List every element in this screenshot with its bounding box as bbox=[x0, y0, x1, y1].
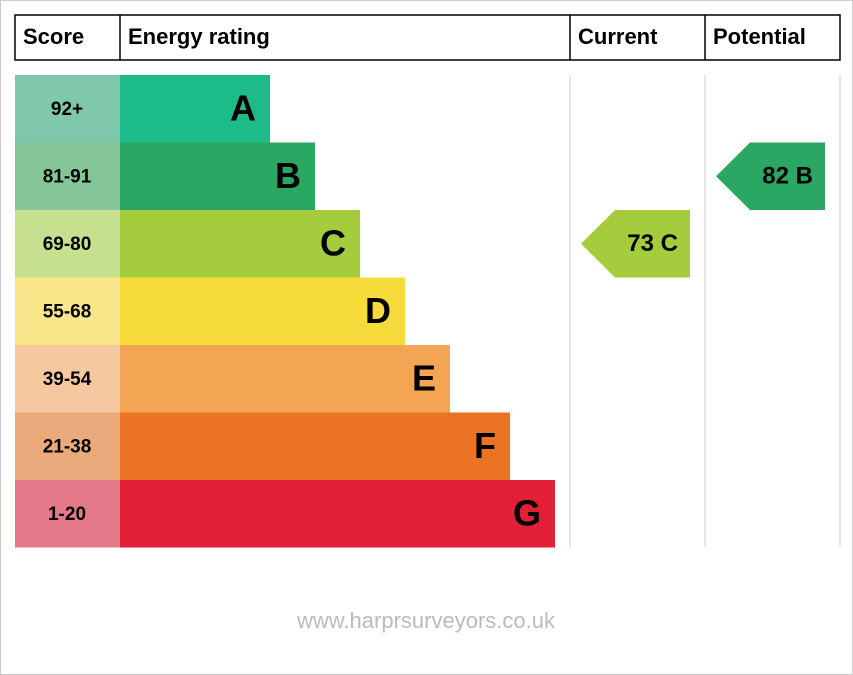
rating-letter: C bbox=[320, 222, 346, 263]
score-label: 39-54 bbox=[43, 369, 92, 390]
score-label: 81-91 bbox=[43, 166, 92, 187]
footer: www.harprsurveyors.co.uk bbox=[296, 608, 556, 633]
header-cell: Score bbox=[23, 24, 84, 49]
header-cell: Potential bbox=[713, 24, 806, 49]
score-cell bbox=[15, 345, 120, 413]
rating-bar bbox=[120, 277, 405, 345]
rating-letter: G bbox=[513, 492, 541, 533]
rating-letter: F bbox=[474, 425, 496, 466]
score-label: 55-68 bbox=[43, 301, 92, 322]
rating-letter: D bbox=[365, 290, 391, 331]
score-cell bbox=[15, 277, 120, 345]
rating-letter: E bbox=[412, 357, 436, 398]
header-cell: Energy rating bbox=[128, 24, 270, 49]
current-label: 73 C bbox=[627, 230, 678, 257]
score-label: 21-38 bbox=[43, 436, 92, 457]
score-label: 69-80 bbox=[43, 234, 92, 255]
potential-label: 82 B bbox=[762, 163, 813, 190]
potential-arrow bbox=[716, 142, 825, 210]
rating-bar bbox=[120, 142, 315, 210]
score-cell bbox=[15, 412, 120, 480]
rating-bar bbox=[120, 75, 270, 143]
score-cell bbox=[15, 75, 120, 143]
current-arrow bbox=[581, 210, 690, 278]
rating-bar bbox=[120, 412, 510, 480]
rating-letter: B bbox=[275, 155, 301, 196]
score-label: 92+ bbox=[51, 99, 83, 120]
rating-bar bbox=[120, 345, 450, 413]
header-box bbox=[14, 14, 841, 61]
header-cell: Current bbox=[578, 24, 658, 49]
score-label: 1-20 bbox=[48, 504, 86, 525]
rating-bar bbox=[120, 210, 360, 278]
score-cell bbox=[15, 210, 120, 278]
rating-bar bbox=[120, 480, 555, 548]
score-cell bbox=[15, 142, 120, 210]
score-cell bbox=[15, 480, 120, 548]
rating-letter: A bbox=[230, 87, 256, 128]
